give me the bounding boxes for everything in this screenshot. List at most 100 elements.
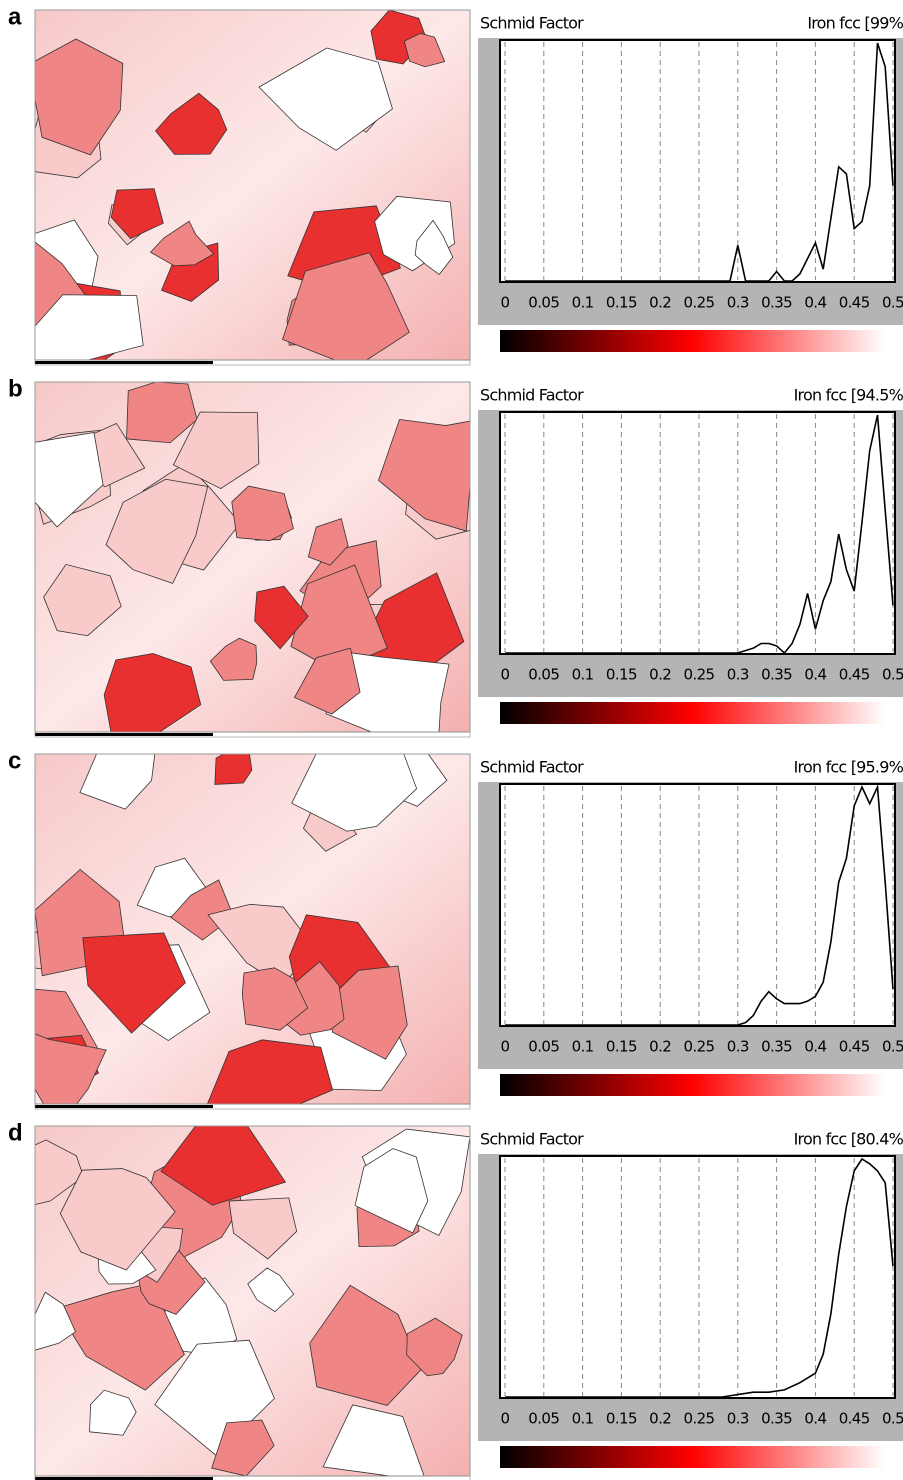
x-tick-label: 0.15 (606, 666, 637, 684)
grain (155, 92, 228, 155)
grain (172, 411, 260, 490)
grain (79, 753, 156, 810)
grain (126, 381, 198, 444)
grain (354, 1148, 429, 1234)
scale-bar-box (34, 1475, 471, 1480)
x-tick-label: 0.2 (649, 294, 671, 312)
x-tick-label: 0.1 (572, 666, 594, 684)
x-tick-label: 0.4 (804, 666, 826, 684)
x-tick-label: 0 (501, 294, 510, 312)
x-tick-label: 0.25 (684, 294, 715, 312)
panel-label: a (8, 3, 22, 30)
x-tick-label: 0.1 (572, 1038, 594, 1056)
grain (160, 1125, 287, 1206)
scale-bar-box (34, 731, 471, 738)
chart-subtitle: Iron fcc [94.5% (794, 386, 903, 405)
grain (89, 1389, 137, 1436)
x-tick-label: 0.5 (882, 1410, 903, 1428)
grain (414, 219, 454, 275)
color-bar (500, 702, 885, 724)
grain (247, 1267, 295, 1313)
grain (43, 563, 122, 637)
chart-subtitle: Iron fcc [80.4% (794, 1130, 903, 1149)
scale-bar-box (34, 359, 471, 366)
x-tick-label: 0.25 (684, 1410, 715, 1428)
micrograph (34, 1125, 471, 1480)
x-tick-label: 0.05 (528, 294, 559, 312)
grain (149, 220, 215, 267)
grain (209, 637, 258, 681)
x-tick-label: 0.35 (761, 294, 792, 312)
x-tick-label: 0.05 (528, 1410, 559, 1428)
x-tick-label: 0 (501, 1038, 510, 1056)
grain (403, 32, 446, 68)
x-tick-label: 0.35 (761, 1410, 792, 1428)
grain (307, 518, 349, 566)
histogram-line (505, 42, 894, 282)
x-tick-label: 0.25 (684, 1038, 715, 1056)
grain (309, 1284, 422, 1406)
plot-area (499, 1155, 896, 1399)
x-tick-label: 0.45 (839, 1410, 870, 1428)
x-tick-label: 0.3 (727, 294, 749, 312)
x-tick-label: 0.3 (727, 1038, 749, 1056)
x-tick-label: 0 (501, 1410, 510, 1428)
x-tick-label: 0.45 (839, 1038, 870, 1056)
panel-label: d (8, 1119, 23, 1146)
scale-bar (35, 361, 213, 364)
x-tick-label: 0.4 (804, 1410, 826, 1428)
x-tick-label: 0.05 (528, 666, 559, 684)
x-tick-label: 0.15 (606, 1410, 637, 1428)
color-bar (500, 1074, 885, 1096)
histogram-line (505, 414, 894, 655)
panel-label: c (8, 747, 21, 774)
x-tick-label: 0.15 (606, 294, 637, 312)
x-tick-label: 0 (501, 666, 510, 684)
chart-title: Schmid Factor (480, 386, 584, 405)
x-tick-label: 0.25 (684, 666, 715, 684)
x-tick-label: 0.4 (804, 1038, 826, 1056)
x-tick-label: 0.15 (606, 1038, 637, 1056)
grain (228, 1197, 298, 1260)
histogram-line (505, 783, 894, 1026)
x-tick-label: 0.2 (649, 1038, 671, 1056)
grain (406, 1317, 463, 1377)
x-tick-label: 0.3 (727, 1410, 749, 1428)
plot-area (499, 783, 896, 1027)
x-tick-label: 0.2 (649, 1410, 671, 1428)
chart-subtitle: Iron fcc [95.9% (794, 758, 903, 777)
scale-bar (35, 1105, 213, 1108)
grain (241, 967, 309, 1031)
grain (105, 478, 209, 584)
micrograph (34, 753, 471, 1110)
scale-bar (35, 733, 213, 736)
x-tick-label: 0.5 (882, 1038, 903, 1056)
x-tick-label: 0.45 (839, 666, 870, 684)
x-tick-label: 0.35 (761, 1038, 792, 1056)
x-tick-label: 0.1 (572, 1410, 594, 1428)
grain (258, 47, 393, 151)
grain (378, 418, 471, 532)
scale-bar (35, 1477, 213, 1480)
x-tick-label: 0.4 (804, 294, 826, 312)
x-tick-label: 0.1 (572, 294, 594, 312)
grain (59, 1168, 176, 1271)
x-tick-label: 0.3 (727, 666, 749, 684)
grain (82, 932, 186, 1034)
grain (110, 188, 164, 239)
chart-title: Schmid Factor (480, 1130, 584, 1149)
color-bar (500, 330, 885, 352)
plot-area (499, 39, 896, 283)
plot-area (499, 411, 896, 655)
grain (294, 647, 361, 715)
x-tick-label: 0.2 (649, 666, 671, 684)
scale-bar-box (34, 1103, 471, 1110)
grain (211, 1419, 275, 1477)
micrograph (34, 381, 471, 738)
x-tick-label: 0.05 (528, 1038, 559, 1056)
panel-label: b (8, 375, 23, 402)
x-tick-label: 0.35 (761, 666, 792, 684)
color-bar (500, 1446, 885, 1468)
